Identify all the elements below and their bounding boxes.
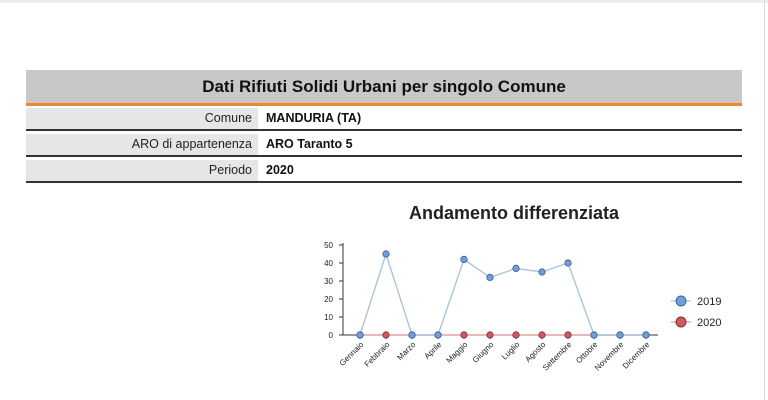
page-header: Dati Rifiuti Solidi Urbani per singolo C… <box>26 70 742 106</box>
data-point-2019 <box>382 250 390 258</box>
x-tick-label: Settembre <box>541 340 574 373</box>
aro-value: ARO Taranto 5 <box>266 137 353 151</box>
legend-label-2020: 2020 <box>697 317 721 329</box>
periodo-value: 2020 <box>266 163 294 177</box>
x-tick-label: Marzo <box>395 340 417 362</box>
y-tick-label: 0 <box>329 331 334 340</box>
data-point-2020 <box>486 331 494 339</box>
x-tick-label: Agosto <box>523 340 547 364</box>
data-point-2019 <box>408 331 416 339</box>
y-tick-label: 40 <box>324 259 333 268</box>
y-tick-label: 30 <box>324 277 333 286</box>
y-tick-label: 50 <box>324 241 333 250</box>
data-point-2019 <box>564 259 572 267</box>
comune-label: Comune <box>26 108 258 129</box>
data-point-2020 <box>538 331 546 339</box>
data-point-2020 <box>564 331 572 339</box>
x-tick-label: Dicembre <box>621 340 652 371</box>
x-tick-label: Giugno <box>471 340 496 365</box>
data-point-2019 <box>538 268 546 276</box>
legend-label-2019: 2019 <box>697 296 721 308</box>
x-tick-label: Febbraio <box>363 340 392 369</box>
data-point-2019 <box>460 255 468 263</box>
x-tick-label: Ottobre <box>574 340 600 366</box>
legend-marker-2019 <box>675 295 687 307</box>
data-point-2019 <box>486 273 494 282</box>
edge-rule <box>764 0 765 400</box>
info-row-comune: Comune MANDURIA (TA) <box>26 108 742 131</box>
x-tick-label: Maggio <box>444 340 469 365</box>
legend-marker-2020 <box>675 316 687 328</box>
top-rule <box>0 0 768 3</box>
data-point-2019 <box>512 264 520 273</box>
x-tick-label: Aprile <box>423 340 444 361</box>
data-point-2019 <box>616 331 624 339</box>
y-tick-label: 10 <box>324 313 333 322</box>
comune-value: MANDURIA (TA) <box>266 111 362 125</box>
data-point-2020 <box>460 331 468 339</box>
data-point-2019 <box>434 331 442 339</box>
info-row-periodo: Periodo 2020 <box>26 160 742 183</box>
data-point-2020 <box>512 331 520 339</box>
x-tick-label: Gennaio <box>338 340 366 368</box>
info-row-aro: ARO di appartenenza ARO Taranto 5 <box>26 134 742 157</box>
x-tick-label: Novembre <box>593 340 626 373</box>
chart-title: Andamento differenziata <box>409 203 620 223</box>
data-point-2020 <box>382 331 390 339</box>
aro-label: ARO di appartenenza <box>26 134 258 155</box>
x-tick-label: Luglio <box>500 340 522 362</box>
y-tick-label: 20 <box>324 295 333 304</box>
series-line-2019 <box>359 251 646 336</box>
data-point-2019 <box>590 331 598 339</box>
periodo-label: Periodo <box>26 160 258 181</box>
page-title: Dati Rifiuti Solidi Urbani per singolo C… <box>202 76 566 96</box>
data-point-2019 <box>642 331 650 339</box>
data-point-2019 <box>356 331 364 339</box>
